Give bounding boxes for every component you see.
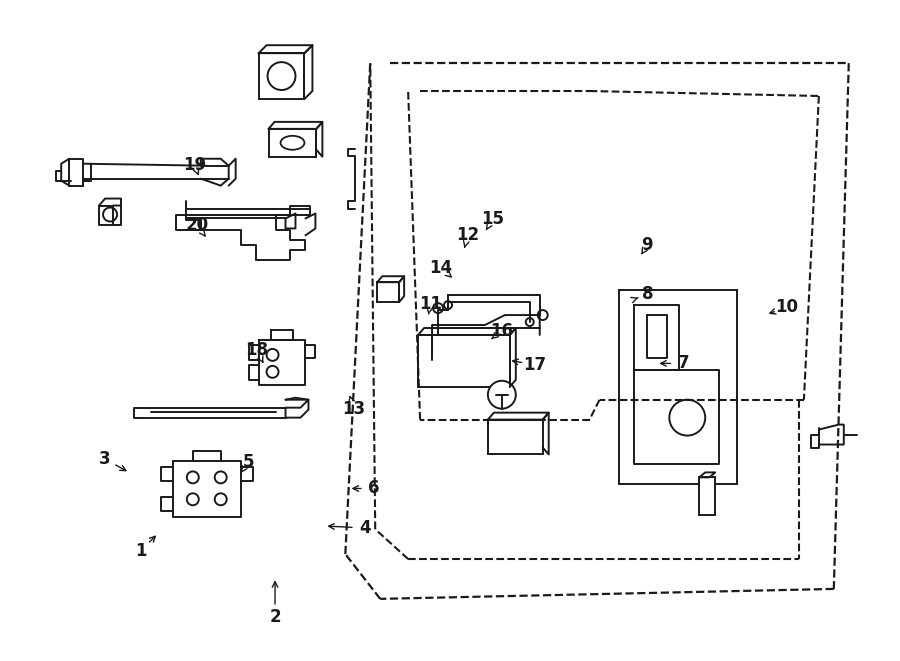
- Circle shape: [267, 62, 295, 90]
- Circle shape: [537, 310, 548, 320]
- Bar: [377, 282, 400, 302]
- Text: 16: 16: [491, 321, 514, 340]
- Bar: [268, 129, 317, 157]
- Text: 1: 1: [135, 542, 146, 560]
- Text: 4: 4: [359, 519, 371, 537]
- Bar: [418, 335, 509, 387]
- Circle shape: [433, 303, 443, 313]
- Text: 20: 20: [185, 216, 209, 234]
- Text: 13: 13: [342, 401, 365, 418]
- Bar: [619, 290, 737, 485]
- Text: 10: 10: [775, 299, 798, 317]
- Text: 3: 3: [99, 450, 111, 468]
- Circle shape: [671, 402, 703, 434]
- Text: 19: 19: [183, 155, 206, 174]
- Text: 17: 17: [523, 356, 546, 373]
- Text: 12: 12: [456, 226, 480, 244]
- Circle shape: [444, 301, 452, 309]
- Text: 11: 11: [418, 295, 442, 313]
- Text: 5: 5: [242, 453, 254, 471]
- Ellipse shape: [281, 136, 304, 150]
- Circle shape: [266, 366, 278, 378]
- Circle shape: [104, 208, 117, 221]
- Text: 6: 6: [368, 479, 380, 498]
- Text: 15: 15: [482, 210, 505, 227]
- Text: 7: 7: [678, 354, 689, 372]
- Circle shape: [526, 318, 534, 326]
- Bar: [258, 53, 304, 99]
- Text: 2: 2: [269, 608, 281, 626]
- Bar: [699, 477, 716, 515]
- Circle shape: [670, 400, 706, 436]
- Circle shape: [680, 410, 695, 426]
- Circle shape: [187, 471, 199, 483]
- Text: 8: 8: [642, 286, 653, 303]
- Circle shape: [266, 349, 278, 361]
- Circle shape: [215, 493, 227, 505]
- Bar: [488, 420, 543, 455]
- Text: 18: 18: [246, 341, 268, 359]
- Text: 14: 14: [429, 259, 453, 277]
- Circle shape: [215, 471, 227, 483]
- Circle shape: [488, 381, 516, 408]
- Text: 9: 9: [642, 236, 653, 254]
- Circle shape: [187, 493, 199, 505]
